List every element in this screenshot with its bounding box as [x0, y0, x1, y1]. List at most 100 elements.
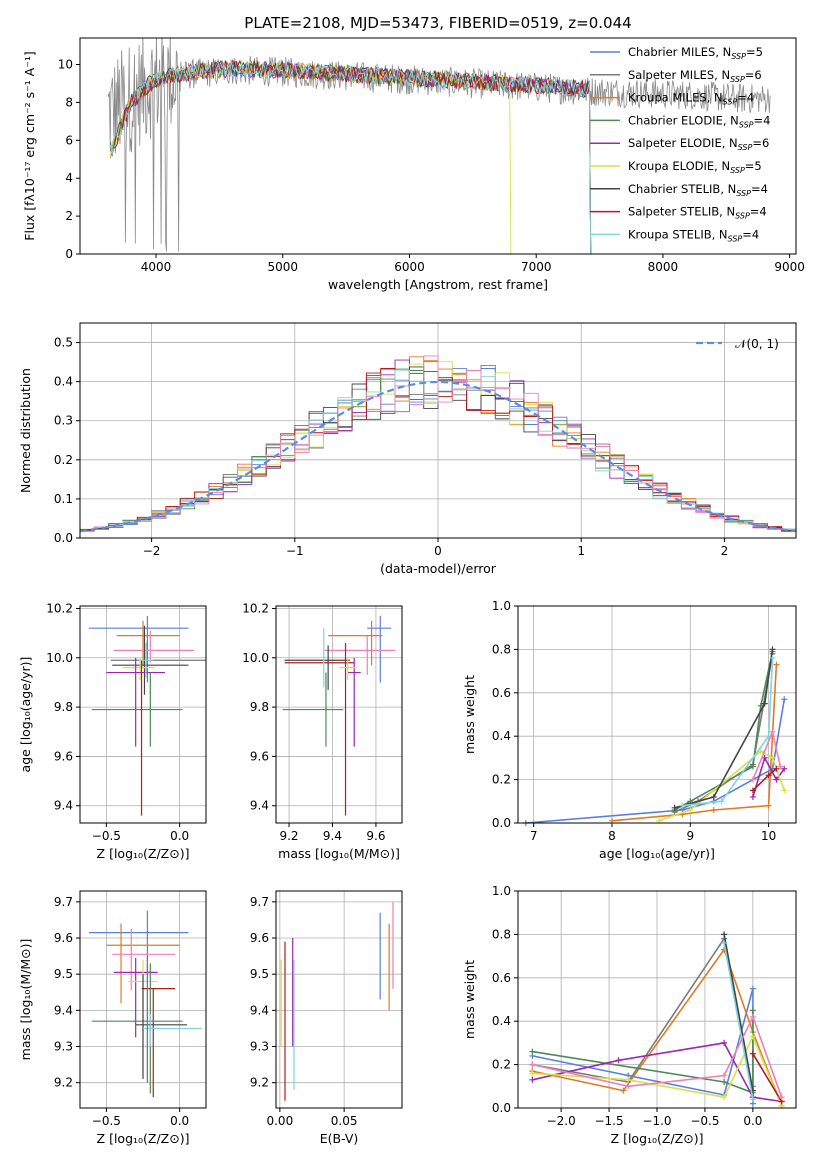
data-point-marker — [721, 1078, 728, 1085]
data-point-marker — [529, 1076, 536, 1083]
y-tick-label: 9.6 — [54, 749, 73, 763]
legend-entry: Salpeter ELODIE, NSSP=6 — [628, 136, 769, 152]
x-tick-label: 7 — [530, 829, 538, 843]
x-tick-label: 9.6 — [366, 829, 385, 843]
legend-subscript: SSP — [738, 143, 753, 152]
y-tick-label: 10.0 — [242, 651, 269, 665]
y-tick-label: 0.2 — [54, 453, 73, 467]
x-tick-label: 0.0 — [170, 1114, 189, 1128]
data-point-marker — [721, 1039, 728, 1046]
legend-text: =4 — [750, 205, 767, 219]
data-point-marker — [781, 787, 788, 794]
data-point-marker — [765, 802, 772, 809]
data-point-marker — [769, 754, 776, 761]
y-tick-label: 9.7 — [54, 895, 73, 909]
data-point-marker — [620, 1087, 627, 1094]
x-tick-label: −1 — [286, 544, 304, 558]
y-tick-label: 0.4 — [492, 729, 511, 743]
x-tick-label: −1.0 — [642, 1114, 671, 1128]
y-tick-label: 9.8 — [54, 700, 73, 714]
legend-subscript: SSP — [731, 52, 746, 61]
x-tick-label: −0.5 — [92, 1114, 121, 1128]
data-point-marker — [749, 985, 756, 992]
data-point-marker — [757, 748, 764, 755]
legend-text: =4 — [737, 91, 754, 105]
model-spectrum-line — [109, 60, 592, 254]
data-point-marker — [749, 763, 756, 770]
x-tick-label: −1.5 — [594, 1114, 623, 1128]
x-axis-label: E(B-V) — [320, 1131, 359, 1146]
legend-text: Chabrier MILES, N — [628, 45, 731, 59]
y-tick-label: 8 — [65, 95, 73, 109]
y-tick-label: 6 — [65, 133, 73, 147]
legend-text: =4 — [742, 227, 759, 241]
series-line — [752, 1053, 783, 1102]
x-tick-label: 2 — [721, 544, 729, 558]
y-tick-label: 9.8 — [250, 700, 269, 714]
panel-mass-vs-Z: −0.5 0.0 9.2 9.3 9.4 9.5 9.6 9.7 Z [log₁₀(Z/Z⊙)]… — [18, 890, 207, 1146]
series-line — [532, 988, 754, 1104]
data-point-marker — [773, 661, 780, 668]
data-point-marker — [773, 765, 780, 772]
legend-text: Salpeter STELIB, N — [628, 205, 735, 219]
y-tick-label: 0.3 — [54, 414, 73, 428]
y-tick-label: 10.2 — [46, 601, 73, 615]
y-tick-label: 0.5 — [54, 336, 73, 350]
series-line — [723, 934, 754, 1091]
y-tick-label: 0.2 — [492, 1058, 511, 1072]
data-point-marker — [710, 806, 717, 813]
data-point-marker — [687, 806, 694, 813]
y-tick-label: 9.4 — [250, 1003, 269, 1017]
data-point-marker — [710, 793, 717, 800]
data-point-marker — [773, 776, 780, 783]
y-tick-label: 0.0 — [54, 531, 73, 545]
data-point-marker — [615, 1057, 622, 1064]
axes-frame — [275, 605, 403, 824]
y-tick-label: 9.6 — [250, 749, 269, 763]
x-axis-label: mass [log₁₀(M/M⊙)] — [278, 846, 400, 861]
y-tick-label: 0.6 — [492, 971, 511, 985]
y-tick-label: 10.0 — [46, 651, 73, 665]
x-tick-label: 9.2 — [279, 829, 298, 843]
legend-subscript: SSP — [730, 75, 745, 84]
y-tick-label: 9.4 — [54, 799, 73, 813]
panel-mass-weight-vs-age: 7 8 9 10 0.0 0.2 0.4 0.6 0.8 1.0 age [log₁₀(age/yr… — [462, 599, 797, 861]
panel-mass-weight-vs-Z: −2.0 −1.5 −1.0 −0.5 0.0 0.0 0.2 0.4 0.6 0.8 1.0 Z [… — [462, 884, 797, 1146]
data-point-marker — [765, 772, 772, 779]
panels: 4000 5000 6000 7000 8000 90000246810wavelengt… — [18, 37, 805, 1146]
y-tick-label: 9.7 — [250, 895, 269, 909]
series-line — [532, 1010, 754, 1094]
y-tick-label: 1.0 — [492, 599, 511, 613]
data-point-marker — [749, 1033, 756, 1040]
data-point-marker — [718, 798, 725, 805]
y-tick-label: 0 — [65, 247, 73, 261]
series-line — [525, 699, 786, 823]
axes-frame — [79, 605, 207, 824]
legend-entry: 𝒩(0, 1) — [735, 337, 779, 351]
data-point-marker — [721, 940, 728, 947]
axes-frame — [275, 890, 403, 1109]
legend-text: Salpeter ELODIE, N — [628, 136, 738, 150]
legend-subscript: SSP — [736, 189, 751, 198]
y-tick-label: 4 — [65, 171, 73, 185]
y-tick-label: 9.6 — [250, 931, 269, 945]
y-tick-label: 9.5 — [54, 967, 73, 981]
y-tick-label: 9.4 — [54, 1003, 73, 1017]
axes-frame — [79, 322, 797, 539]
legend-text: =5 — [745, 159, 762, 173]
model-spectrum-line — [110, 59, 592, 254]
series-line — [532, 936, 754, 1098]
y-axis-label: mass weight — [462, 675, 477, 754]
x-tick-label: −2.0 — [547, 1114, 576, 1128]
y-tick-label: 0.4 — [54, 375, 73, 389]
axes-frame — [517, 605, 797, 824]
panel-mass-vs-ebv: 0.00 0.05 9.2 9.3 9.4 9.5 9.6 9.7 E(B-V) — [250, 890, 403, 1146]
series-line — [723, 942, 754, 1100]
legend-subscript: SSP — [723, 98, 738, 107]
data-point-marker — [721, 1072, 728, 1079]
y-tick-label: 0.2 — [492, 773, 511, 787]
x-tick-label: 5000 — [267, 260, 298, 274]
x-tick-label: 9 — [686, 829, 694, 843]
data-point-marker — [749, 1050, 756, 1057]
data-point-marker — [625, 1076, 632, 1083]
